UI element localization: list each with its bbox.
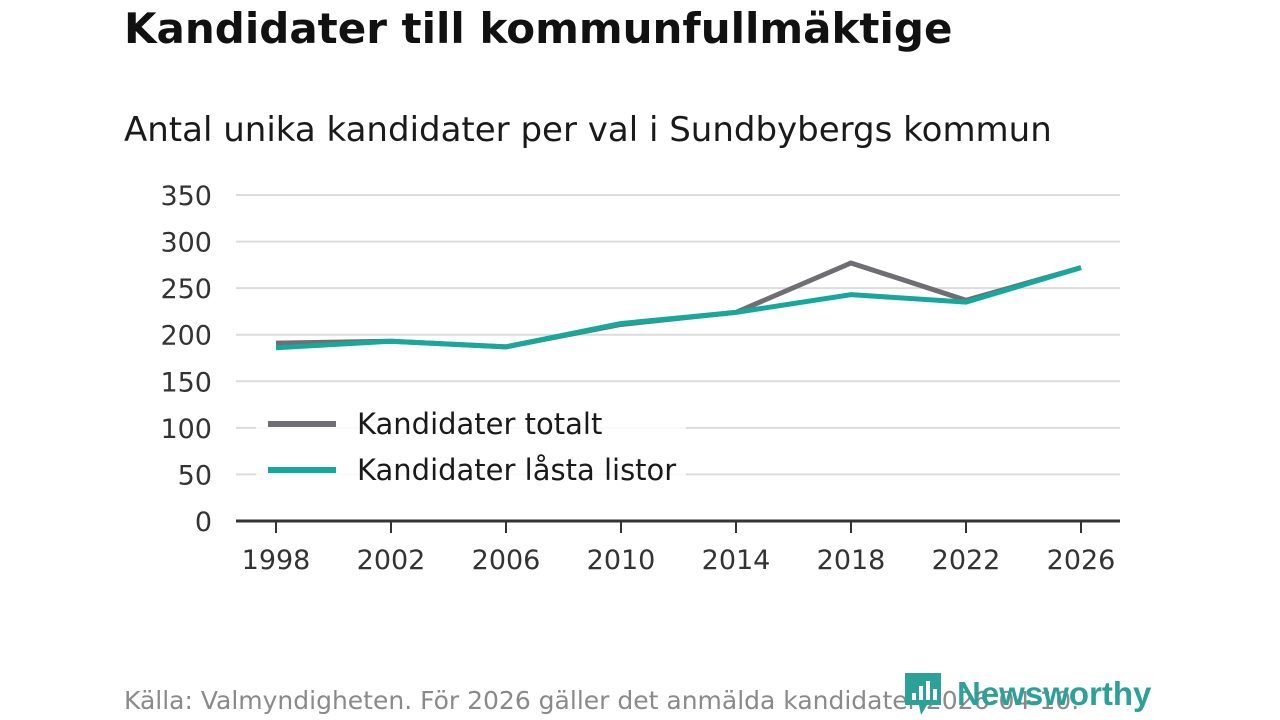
chart-title: Kandidater till kommunfullmäktige: [124, 4, 953, 53]
newsworthy-logo: Newsworthy: [903, 670, 1151, 718]
x-tick-label: 2018: [817, 545, 886, 576]
series-line-2: [275, 265, 1082, 351]
legend-background: [256, 400, 686, 500]
y-tick-label: 200: [160, 321, 212, 352]
x-tick-label: 2002: [357, 545, 426, 576]
y-tick-label: 50: [178, 460, 212, 491]
x-tick-label: 1998: [242, 545, 311, 576]
newsworthy-logo-icon: [905, 673, 941, 715]
y-tick-label: 0: [195, 507, 212, 538]
x-tick-label: 2022: [932, 545, 1001, 576]
y-tick-label: 250: [160, 274, 212, 305]
y-tick-label: 350: [160, 181, 212, 212]
y-tick-label: 100: [160, 414, 212, 445]
newsworthy-logo-text: Newsworthy: [957, 675, 1152, 712]
y-tick-label: 300: [160, 228, 212, 259]
y-tick-label: 150: [160, 367, 212, 398]
x-tick-label: 2006: [472, 545, 541, 576]
x-tick-label: 2026: [1047, 545, 1116, 576]
legend-label-1: Kandidater totalt: [357, 407, 602, 441]
chart-subtitle: Antal unika kandidater per val i Sundbyb…: [124, 110, 1052, 150]
x-tick-label: 2010: [587, 545, 656, 576]
legend-label-2: Kandidater låsta listor: [357, 453, 676, 487]
x-tick-label: 2014: [702, 545, 771, 576]
